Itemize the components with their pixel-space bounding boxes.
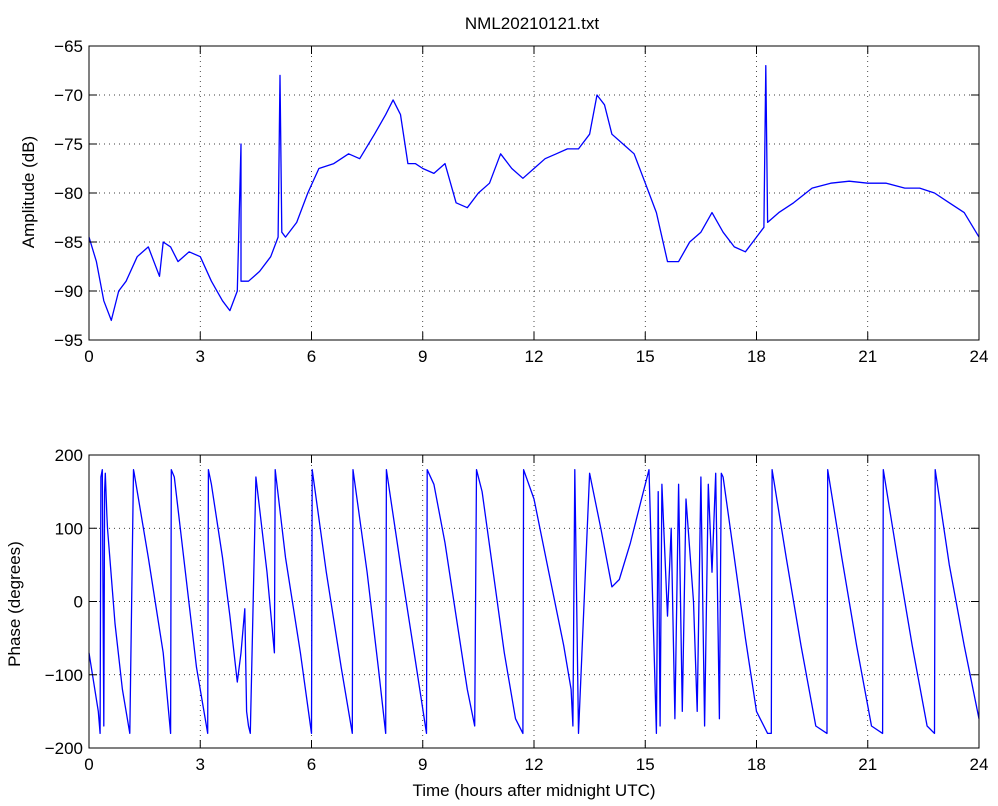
phase-x-tick-label: 15 [636, 755, 655, 774]
phase-x-tick-label: 9 [418, 755, 427, 774]
phase-grid [89, 455, 979, 748]
amplitude-y-tick-label: −85 [54, 233, 83, 252]
phase-x-tick-label: 0 [84, 755, 93, 774]
amplitude-series-line [88, 64, 980, 322]
amplitude-y-tick-label: −80 [54, 184, 83, 203]
amplitude-y-tick-label: −65 [54, 37, 83, 56]
phase-y-axis-label: Phase (degrees) [5, 541, 24, 667]
amplitude-y-tick-label: −95 [54, 331, 83, 350]
phase-series-line [88, 469, 980, 735]
amplitude-y-axis-label: Amplitude (dB) [19, 136, 38, 248]
amplitude-series [88, 64, 980, 322]
phase-panel: Phase (degrees) Time (hours after midnig… [5, 446, 988, 800]
phase-x-tick-label: 6 [307, 755, 316, 774]
amplitude-y-tick-label: −75 [54, 135, 83, 154]
amplitude-x-tick-label: 0 [84, 347, 93, 366]
amplitude-x-tick-label: 12 [525, 347, 544, 366]
phase-y-tick-label: 100 [55, 519, 83, 538]
amplitude-ticks: 0 3 6 9 12 15 18 21 24 −95 −90 −85 −80 −75 −70 −65 [54, 37, 988, 366]
phase-x-tick-label: 12 [525, 755, 544, 774]
phase-x-axis-label: Time (hours after midnight UTC) [412, 781, 655, 800]
phase-y-tick-label: 200 [55, 446, 83, 465]
amplitude-panel: NML20210121.txt Amplitude (dB) 0 3 6 9 12 15 1… [19, 14, 988, 366]
amplitude-grid [89, 46, 979, 340]
phase-y-tick-label: 0 [74, 593, 83, 612]
amplitude-x-tick-label: 9 [418, 347, 427, 366]
amplitude-x-tick-label: 21 [858, 347, 877, 366]
phase-ticks: 0 3 6 9 12 15 18 21 24 −200 −100 0 100 200 [45, 446, 989, 774]
phase-y-tick-label: −100 [45, 666, 83, 685]
phase-y-tick-label: −200 [45, 739, 83, 758]
phase-x-tick-label: 18 [747, 755, 766, 774]
phase-x-tick-label: 24 [970, 755, 989, 774]
amplitude-y-tick-label: −90 [54, 282, 83, 301]
phase-x-tick-label: 3 [196, 755, 205, 774]
amplitude-x-tick-label: 18 [747, 347, 766, 366]
amplitude-x-tick-label: 6 [307, 347, 316, 366]
amplitude-x-tick-label: 24 [970, 347, 989, 366]
chart-title: NML20210121.txt [465, 14, 599, 33]
amplitude-x-tick-label: 15 [636, 347, 655, 366]
amplitude-y-tick-label: −70 [54, 86, 83, 105]
amplitude-x-tick-label: 3 [196, 347, 205, 366]
phase-x-tick-label: 21 [858, 755, 877, 774]
phase-series [88, 469, 980, 735]
